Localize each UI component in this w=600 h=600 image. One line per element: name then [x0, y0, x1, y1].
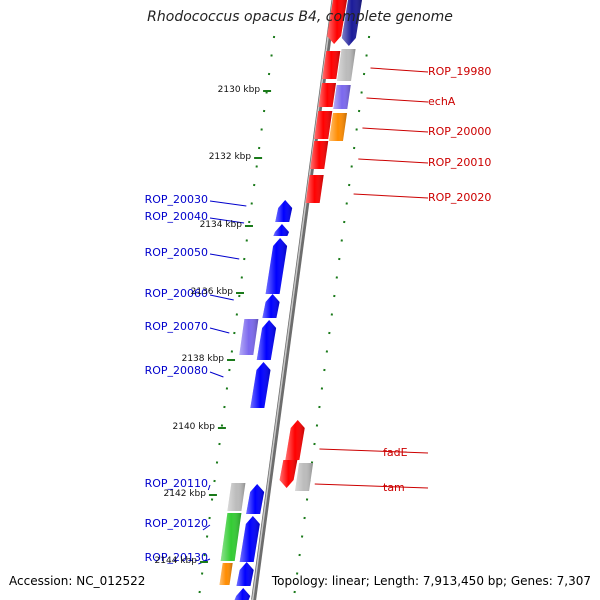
- right-gene-label: ROP_20000: [428, 125, 491, 138]
- accession-label: Accession: NC_012522: [9, 574, 146, 588]
- gene-shading: [333, 85, 351, 109]
- left-gene-leader: [209, 294, 234, 301]
- gene-shading: [328, 113, 347, 141]
- left-gene-label: ROP_20130: [145, 551, 208, 564]
- gene-shading: [295, 463, 314, 491]
- gene-shading: [236, 562, 254, 586]
- gene-shading: [220, 513, 242, 561]
- gene-shading: [239, 516, 260, 562]
- gene-shading: [219, 563, 233, 585]
- map-title: Rhodococcus opacus B4, complete genome: [147, 9, 453, 25]
- left-gene-label: ROP_20050: [145, 246, 208, 259]
- right-gene-leader: [362, 127, 429, 133]
- gene-shading: [337, 49, 356, 81]
- scale-label: 2142 kbp: [164, 489, 207, 499]
- left-gene-leader: [209, 253, 240, 260]
- scale-label: 2136 kbp: [191, 287, 234, 297]
- scale-labels: 2130 kbp 2132 kbp 2134 kbp 2136 kbp 2138 kbp…: [155, 85, 272, 566]
- left-gene-label: ROP_20120: [145, 517, 208, 530]
- gene-shading: [341, 0, 362, 46]
- gene-labels: ROP_19980 echA ROP_20000 ROP_20010 ROP_20020…: [145, 65, 492, 564]
- left-strand-track: [198, 35, 276, 594]
- left-gene-label: ROP_20040: [145, 210, 208, 223]
- right-gene-leader: [370, 67, 429, 73]
- genome-summary: Topology: linear; Length: 7,913,450 bp; …: [271, 574, 591, 588]
- left-gene-leader: [202, 524, 211, 531]
- gene-shading: [256, 320, 277, 360]
- gene-features: [219, 0, 362, 600]
- left-gene-label: ROP_20060: [145, 287, 208, 300]
- scale-label: 2138 kbp: [182, 354, 225, 364]
- gene-shading: [285, 420, 305, 460]
- left-gene-label: ROP_20070: [145, 320, 208, 333]
- left-gene-leader: [209, 200, 247, 207]
- gene-shading: [275, 200, 293, 222]
- left-gene-leader: [209, 371, 224, 378]
- left-gene-leader: [209, 217, 245, 224]
- left-gene-label: ROP_20110: [145, 477, 208, 490]
- gene-shading: [262, 294, 280, 318]
- right-gene-label: ROP_20020: [428, 191, 491, 204]
- gene-shading: [250, 362, 271, 408]
- left-gene-label: ROP_20080: [145, 364, 208, 377]
- right-gene-label: ROP_19980: [428, 65, 491, 78]
- gene-shading: [273, 224, 289, 236]
- gene-shading: [239, 319, 259, 355]
- scale-label: 2132 kbp: [209, 152, 252, 162]
- gene-shading: [227, 483, 246, 511]
- gene-shading: [322, 51, 341, 79]
- left-gene-leader: [207, 484, 211, 491]
- scale-label: 2130 kbp: [218, 85, 261, 95]
- left-gene-label: ROP_20030: [145, 193, 208, 206]
- gene-shading: [265, 238, 288, 294]
- gene-shading: [305, 175, 324, 203]
- gene-shading: [234, 588, 251, 600]
- right-gene-leader: [319, 448, 429, 454]
- right-gene-label: fadE: [383, 446, 408, 459]
- scale-label: 2140 kbp: [173, 422, 216, 432]
- right-strand-track: [293, 35, 371, 594]
- right-gene-label: ROP_20010: [428, 156, 491, 169]
- gene-shading: [318, 83, 337, 107]
- gene-shading: [327, 0, 347, 44]
- gene-shading: [279, 460, 298, 488]
- gene-shading: [310, 141, 329, 169]
- right-gene-leader: [358, 158, 429, 164]
- gene-shading: [246, 484, 265, 514]
- right-gene-leader: [366, 97, 429, 103]
- right-gene-leader: [314, 483, 429, 489]
- gene-shading: [314, 111, 333, 139]
- left-gene-leader: [209, 327, 230, 334]
- right-gene-leader: [353, 193, 429, 199]
- scale-label: 2144 kbp: [155, 556, 198, 566]
- right-gene-label: echA: [428, 95, 456, 108]
- right-gene-label: tam: [383, 481, 405, 494]
- scale-label: 2134 kbp: [200, 220, 243, 230]
